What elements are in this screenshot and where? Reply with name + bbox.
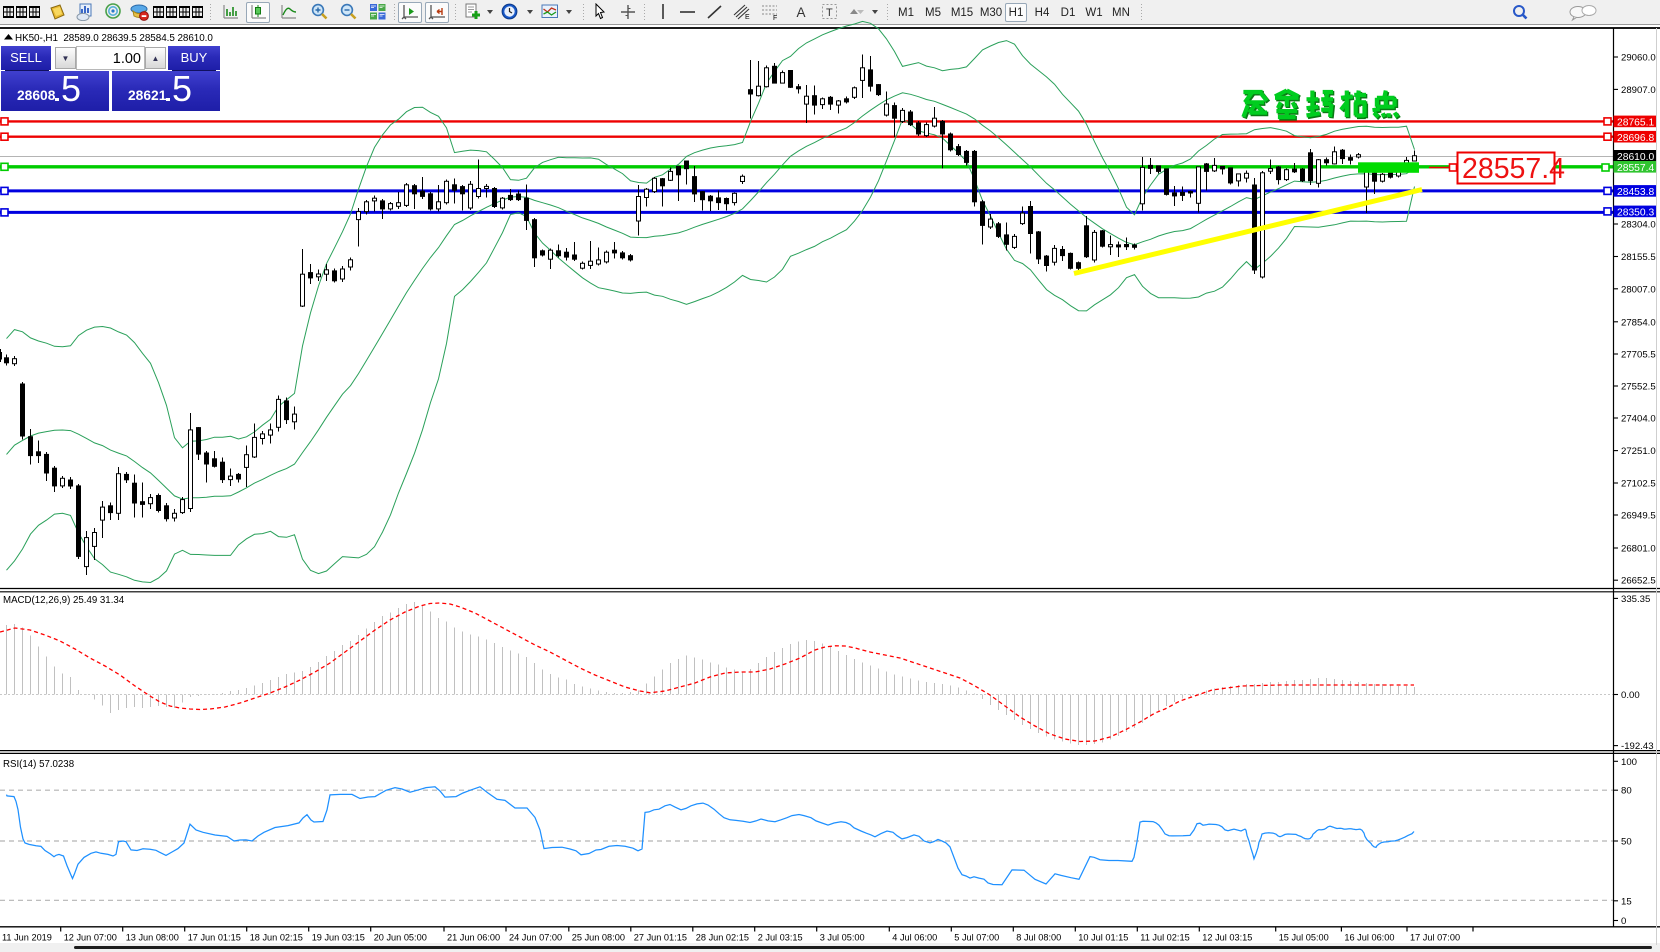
- svg-text:26801.0: 26801.0: [1621, 544, 1656, 555]
- svg-text:8 Jul 08:00: 8 Jul 08:00: [1016, 933, 1061, 943]
- svg-text:27705.5: 27705.5: [1621, 350, 1656, 361]
- svg-text:80: 80: [1621, 786, 1632, 797]
- svg-text:F: F: [773, 15, 777, 21]
- svg-text:10 Jul 01:15: 10 Jul 01:15: [1078, 933, 1128, 943]
- svg-text:T: T: [826, 7, 833, 19]
- svg-text:27854.0: 27854.0: [1621, 317, 1656, 328]
- svg-text:28557.4: 28557.4: [1617, 163, 1654, 174]
- svg-text:50: 50: [1621, 837, 1632, 848]
- svg-text:E: E: [745, 14, 750, 21]
- svg-text:28350.3: 28350.3: [1617, 208, 1654, 219]
- svg-text:28007.0: 28007.0: [1621, 284, 1656, 295]
- svg-text:19 Jun 03:15: 19 Jun 03:15: [312, 933, 365, 943]
- svg-text:25 Jun 08:00: 25 Jun 08:00: [572, 933, 625, 943]
- svg-text:29060.0: 29060.0: [1621, 53, 1656, 64]
- svg-text:21 Jun 06:00: 21 Jun 06:00: [447, 933, 500, 943]
- svg-text:RSI(14) 57.0238: RSI(14) 57.0238: [3, 759, 74, 770]
- svg-text:27404.0: 27404.0: [1621, 414, 1656, 425]
- svg-text:4 Jul 06:00: 4 Jul 06:00: [892, 933, 937, 943]
- svg-text:28557.4: 28557.4: [1462, 153, 1565, 185]
- svg-text:27552.5: 27552.5: [1621, 382, 1656, 393]
- svg-text:-192.43: -192.43: [1621, 741, 1654, 752]
- svg-text:3 Jul 05:00: 3 Jul 05:00: [820, 933, 865, 943]
- svg-text:28765.1: 28765.1: [1617, 118, 1654, 129]
- svg-text:HK50-,H1 28589.0 28639.5 2858: HK50-,H1 28589.0 28639.5 28584.5 28610.0: [15, 33, 213, 44]
- svg-text:24 Jun 07:00: 24 Jun 07:00: [509, 933, 562, 943]
- svg-text:16 Jul 06:00: 16 Jul 06:00: [1344, 933, 1394, 943]
- svg-text:28155.5: 28155.5: [1621, 252, 1656, 263]
- svg-text:MACD(12,26,9) 25.49 31.34: MACD(12,26,9) 25.49 31.34: [3, 595, 125, 606]
- svg-text:28610.0: 28610.0: [1617, 152, 1654, 163]
- svg-text:11 Jul 02:15: 11 Jul 02:15: [1140, 933, 1189, 943]
- svg-text:27251.0: 27251.0: [1621, 446, 1656, 457]
- svg-text:0: 0: [1621, 916, 1626, 927]
- svg-text:27 Jun 01:15: 27 Jun 01:15: [634, 933, 687, 943]
- svg-text:28453.8: 28453.8: [1617, 187, 1654, 198]
- svg-text:28 Jun 02:15: 28 Jun 02:15: [696, 933, 749, 943]
- svg-text:17 Jul 07:00: 17 Jul 07:00: [1410, 933, 1460, 943]
- svg-text:11 Jun 2019: 11 Jun 2019: [2, 933, 52, 943]
- svg-text:20 Jun 05:00: 20 Jun 05:00: [374, 933, 427, 943]
- svg-text:28696.8: 28696.8: [1617, 133, 1654, 144]
- svg-text:13 Jun 08:00: 13 Jun 08:00: [126, 933, 179, 943]
- svg-text:5 Jul 07:00: 5 Jul 07:00: [954, 933, 999, 943]
- svg-text:18 Jun 02:15: 18 Jun 02:15: [250, 933, 303, 943]
- svg-text:335.35: 335.35: [1621, 594, 1650, 605]
- svg-text:26652.5: 26652.5: [1621, 576, 1656, 587]
- svg-text:17 Jun 01:15: 17 Jun 01:15: [188, 933, 241, 943]
- svg-text:2 Jul 03:15: 2 Jul 03:15: [758, 933, 803, 943]
- svg-text:26949.5: 26949.5: [1621, 511, 1656, 522]
- svg-text:15 Jul 05:00: 15 Jul 05:00: [1279, 933, 1329, 943]
- svg-text:15: 15: [1621, 896, 1632, 907]
- svg-text:12 Jul 03:15: 12 Jul 03:15: [1202, 933, 1252, 943]
- svg-text:28907.0: 28907.0: [1621, 85, 1656, 96]
- svg-text:28304.0: 28304.0: [1621, 220, 1656, 231]
- svg-text:12 Jun 07:00: 12 Jun 07:00: [64, 933, 117, 943]
- svg-text:27102.5: 27102.5: [1621, 479, 1656, 490]
- svg-text:0.00: 0.00: [1621, 690, 1640, 701]
- svg-text:100: 100: [1621, 757, 1637, 768]
